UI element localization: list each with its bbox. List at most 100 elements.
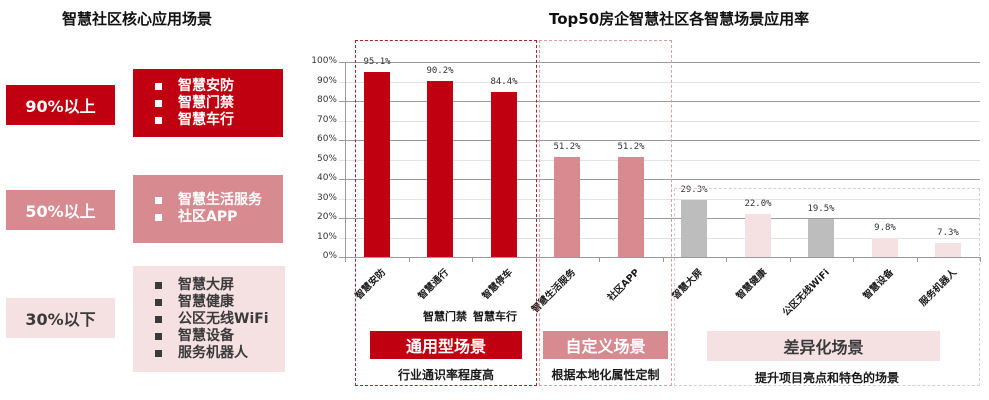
tier-item-label: 社区APP — [178, 209, 238, 225]
x-tick — [853, 257, 854, 262]
tier-list-item: 智慧健康 — [155, 294, 285, 311]
gridline — [339, 179, 980, 180]
gridline — [339, 140, 980, 141]
group-description: 提升项目亮点和特色的场景 — [754, 371, 899, 385]
group-category-badge: 自定义场景 — [543, 331, 668, 359]
tier-list-item: 智慧大屏 — [155, 277, 285, 294]
bar-value-label: 95.1% — [363, 57, 391, 67]
category-annotation: 智慧门禁 — [423, 310, 467, 323]
gridline — [339, 238, 980, 239]
y-tick-label: 100% — [311, 56, 337, 66]
x-tick — [980, 257, 981, 262]
y-tick-label: 20% — [316, 212, 337, 222]
group-description: 根据本地化属性定制 — [551, 368, 660, 382]
square-bullet-icon — [155, 214, 162, 221]
x-tick — [472, 257, 473, 262]
tier-item-label: 智慧安防 — [178, 77, 234, 94]
category-annotation: 智慧车行 — [473, 310, 517, 323]
left-panel-title: 智慧社区核心应用场景 — [62, 10, 213, 28]
bar-value-label: 51.2% — [553, 142, 581, 152]
square-bullet-icon — [155, 82, 162, 90]
tier-list-item: 社区APP — [155, 209, 283, 226]
gridline — [339, 218, 980, 219]
y-tick-label: 90% — [316, 76, 337, 86]
x-tick — [409, 257, 410, 262]
tier-list-item: 智慧生活服务 — [155, 192, 283, 209]
bar — [745, 214, 771, 257]
y-axis — [345, 62, 346, 262]
tier-item-label: 公区无线WiFi — [178, 310, 269, 327]
bar-value-label: 84.4% — [490, 77, 518, 87]
x-tick — [917, 257, 918, 262]
bar — [364, 72, 390, 257]
tier-content-box: 智慧生活服务 社区APP — [133, 175, 283, 243]
tier-item-label: 智慧门禁 — [178, 94, 234, 111]
x-tick — [599, 257, 600, 262]
y-tick-label: 0% — [322, 251, 337, 261]
tier-item-label: 智慧生活服务 — [178, 192, 262, 208]
tier-label: 90%以上 — [6, 85, 115, 125]
gridline — [339, 101, 980, 102]
tier-list-item: 服务机器人 — [155, 345, 285, 362]
y-tick-label: 50% — [316, 154, 337, 164]
tier-label: 30%以下 — [6, 298, 115, 338]
y-tick-label: 70% — [316, 115, 337, 125]
group-category-badge: 通用型场景 — [370, 331, 522, 359]
group-dashed-frame — [674, 188, 980, 386]
gridline — [339, 199, 980, 200]
tier-label: 50%以上 — [6, 190, 115, 230]
chart-title: Top50房企智慧社区各智慧场景应用率 — [549, 10, 810, 28]
square-bullet-icon — [155, 332, 162, 340]
tier-list-item: 智慧安防 — [155, 78, 283, 95]
bar — [491, 92, 517, 257]
tier-item-label: 智慧健康 — [178, 293, 234, 310]
bar-value-label: 19.5% — [807, 204, 835, 214]
gridline — [339, 62, 980, 63]
y-tick-label: 80% — [316, 95, 337, 105]
x-tick — [790, 257, 791, 262]
bar-value-label: 22.0% — [744, 199, 772, 209]
tier-list-item: 智慧车行 — [155, 112, 283, 129]
tier-item-label: 服务机器人 — [178, 344, 248, 361]
gridline — [339, 257, 980, 258]
bar — [681, 200, 707, 257]
group-category-badge: 差异化场景 — [707, 331, 940, 361]
y-tick-label: 30% — [316, 193, 337, 203]
bar — [427, 81, 453, 257]
square-bullet-icon — [155, 315, 162, 323]
y-tick-label: 60% — [316, 134, 337, 144]
x-tick — [726, 257, 727, 262]
bar-value-label: 29.3% — [680, 185, 708, 195]
tier-content-box: 智慧大屏 智慧健康 公区无线WiFi 智慧设备 服务机器人 — [133, 266, 285, 372]
gridline — [339, 121, 980, 122]
bar-value-label: 90.2% — [426, 66, 454, 76]
tier-item-label: 智慧车行 — [178, 111, 234, 128]
bar — [808, 219, 834, 257]
tier-item-label: 智慧设备 — [178, 327, 234, 344]
square-bullet-icon — [155, 281, 162, 289]
bar — [935, 243, 961, 257]
tier-content-box: 智慧安防 智慧门禁 智慧车行 — [133, 69, 283, 137]
group-dashed-frame — [355, 40, 537, 386]
x-tick — [663, 257, 664, 262]
group-dashed-frame — [539, 40, 672, 386]
bar-value-label: 51.2% — [617, 142, 645, 152]
bar-value-label: 9.8% — [874, 223, 896, 233]
square-bullet-icon — [155, 349, 162, 357]
bar — [618, 157, 644, 257]
bar — [872, 238, 898, 257]
gridline — [339, 82, 980, 83]
tier-list-item: 智慧门禁 — [155, 95, 283, 112]
square-bullet-icon — [155, 298, 162, 306]
y-tick-label: 10% — [316, 232, 337, 242]
tier-list-item: 公区无线WiFi — [155, 311, 285, 328]
gridline — [339, 160, 980, 161]
bar — [554, 157, 580, 257]
square-bullet-icon — [155, 197, 162, 204]
group-description: 行业通识率程度高 — [397, 368, 494, 382]
square-bullet-icon — [155, 99, 162, 107]
square-bullet-icon — [155, 116, 162, 124]
y-tick-label: 40% — [316, 173, 337, 183]
bar-value-label: 7.3% — [937, 228, 959, 238]
